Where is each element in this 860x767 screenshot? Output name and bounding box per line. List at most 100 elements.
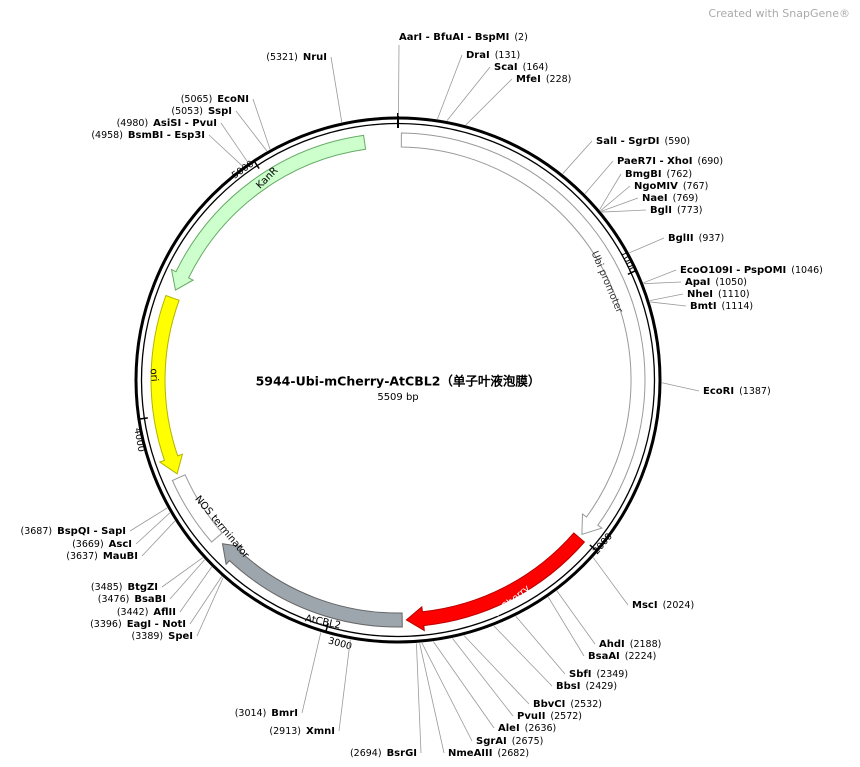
site-label: MscI (2024) [632,600,694,612]
site-label: (4958) BsmBI - Esp3I [91,130,205,142]
site-label: (3442) AflII [117,607,176,619]
site-position: (2349) [596,669,628,680]
site-leader [463,635,530,705]
tick-mark [325,622,329,633]
site-label: (3485) BtgZI [91,582,158,594]
enzyme-name: BmtI [690,301,717,312]
site-leader [493,625,553,687]
site-leader [330,56,343,123]
enzyme-name: AleI [498,723,520,734]
enzyme-name: SpeI [168,631,193,642]
site-position: (773) [677,205,703,216]
site-position: (590) [665,136,691,147]
site-label: PaeR7I - XhoI (690) [617,156,723,168]
site-label: (2694) BsrGI [350,748,417,760]
enzyme-name: EcoRI [703,386,734,397]
site-position: (2675) [512,736,544,747]
site-leader [465,78,513,126]
site-label: (5065) EcoNI [181,94,249,106]
site-label: AarI - BfuAI - BspMI (2) [399,32,528,44]
site-leader [515,616,566,675]
enzyme-name: SgrAI [476,736,507,747]
site-label: BglII (937) [668,233,724,245]
enzyme-name: NmeAIII [448,748,492,759]
site-position: (937) [699,233,725,244]
site-leader [161,557,203,588]
site-position: (3637) [66,551,98,562]
enzyme-name: MauBI [103,551,138,562]
site-label: AhdI (2188) [599,639,661,651]
site-position: (2694) [350,748,382,759]
site-position: (690) [698,156,724,167]
site-leader [562,140,593,174]
site-position: (3396) [90,619,122,630]
site-label: (5321) NruI [266,52,327,64]
enzyme-name: EcoNI [217,94,249,105]
site-leader [600,197,639,212]
feature-arrow [400,132,646,535]
enzyme-name: SspI [208,106,232,117]
site-leader [135,512,171,545]
enzyme-name: BglI [650,205,672,216]
site-position: (1050) [715,277,747,288]
site-label: ApaI (1050) [685,277,747,289]
site-position: (769) [673,193,699,204]
site-position: (3389) [132,631,164,642]
enzyme-name: EcoO109I - PspOMI [680,265,786,276]
site-leader [338,639,351,732]
site-leader [433,641,495,729]
site-label: EcoRI (1387) [703,386,771,398]
site-label: BbvCI (2532) [533,699,602,711]
enzyme-name: BspQI - SapI [57,526,126,537]
site-leader [643,269,677,284]
site-label: NmeAIII (2682) [448,748,529,760]
enzyme-name: SbfI [569,669,591,680]
site-leader [437,54,463,120]
feature-arrow [405,532,586,632]
site-position: (2532) [570,699,602,710]
site-leader [129,507,168,532]
site-leader [252,98,271,150]
site-position: (1110) [718,289,750,300]
site-position: (1387) [739,386,771,397]
site-label: NheI (1110) [687,289,750,301]
site-leader [220,122,249,163]
site-position: (2429) [585,681,617,692]
site-position: (762) [667,169,693,180]
site-label: BmtI (1114) [690,301,753,313]
enzyme-name: NaeI [642,193,668,204]
tick-label: 4000 [131,427,146,453]
site-position: (164) [523,62,549,73]
tick-label: 2000 [591,531,615,557]
enzyme-name: NruI [303,52,327,63]
site-leader [421,642,473,742]
site-label: NgoMIV (767) [634,181,708,193]
feature-arrow [221,543,403,628]
site-leader [629,237,665,254]
site-position: (1046) [791,265,823,276]
enzyme-name: AflII [153,607,176,618]
site-leader [601,209,647,213]
site-label: (4980) AsiSI - PvuI [117,118,217,130]
site-position: (3442) [117,607,149,618]
site-label: (3637) MauBI [66,551,138,563]
site-leader [235,110,268,152]
site-position: (2024) [663,600,695,611]
plasmid-title: 5944-Ubi-mCherry-AtCBL2（单子叶液泡膜） [256,374,541,389]
site-position: (2188) [630,639,662,650]
site-position: (228) [546,74,572,85]
site-label: (5053) SspI [171,106,232,118]
site-label: MfeI (228) [516,74,571,86]
tick-mark [253,160,260,169]
feature-label: ori [147,368,159,382]
enzyme-name: EagI - NotI [127,619,186,630]
enzyme-name: MscI [632,600,658,611]
enzyme-name: BtgZI [127,582,158,593]
site-leader [208,134,244,167]
site-position: (5065) [181,94,213,105]
enzyme-name: SalI - SgrDI [596,136,660,147]
site-leader [446,66,491,121]
feature-arrow [170,134,367,291]
enzyme-name: BbsI [556,681,580,692]
